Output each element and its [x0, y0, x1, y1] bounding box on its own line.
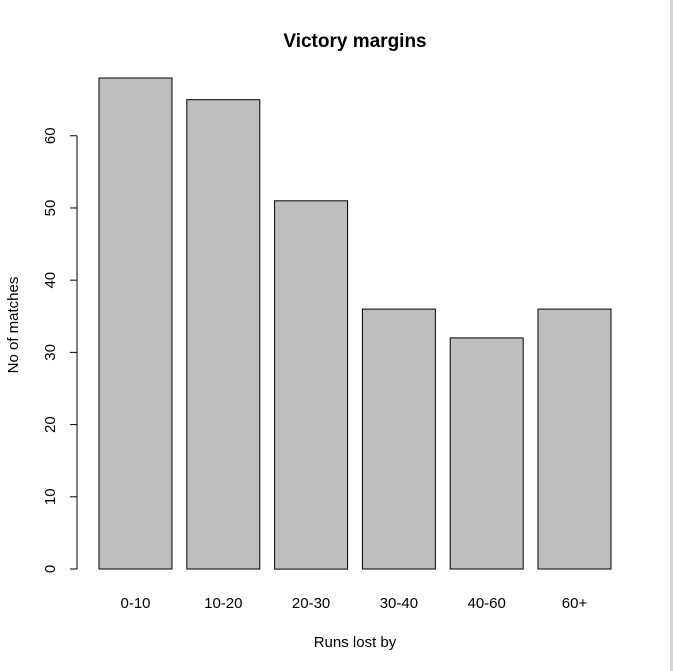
bar-60+: [537, 308, 612, 570]
y-tick-label: 60: [42, 127, 59, 144]
y-tick-label: 0: [42, 565, 59, 573]
y-axis: 0 10 20 30 40 50 60: [42, 127, 78, 573]
bar-10-20: [186, 99, 261, 570]
x-axis: 0-10 10-20 20-30 30-40 40-60 60+: [120, 595, 587, 612]
bar-30-40: [361, 308, 436, 570]
bar-20-30: [274, 200, 349, 570]
x-tick-label: 10-20: [204, 595, 242, 612]
bars-group: [98, 77, 612, 570]
y-axis-label: No of matches: [5, 277, 22, 374]
bar-0-10: [98, 77, 173, 570]
y-tick-label: 20: [42, 416, 59, 433]
y-tick-label: 40: [42, 272, 59, 289]
window-edge: [670, 0, 673, 671]
x-tick-label: 20-30: [292, 595, 330, 612]
bar-40-60: [449, 337, 524, 570]
x-tick-label: 40-60: [468, 595, 506, 612]
x-tick-label: 0-10: [120, 595, 150, 612]
y-tick-label: 30: [42, 344, 59, 361]
y-tick-label: 50: [42, 200, 59, 217]
y-tick-label: 10: [42, 488, 59, 505]
x-tick-label: 60+: [562, 595, 588, 612]
x-tick-label: 30-40: [380, 595, 418, 612]
chart-title: Victory margins: [283, 31, 426, 52]
x-axis-label: Runs lost by: [314, 634, 397, 651]
